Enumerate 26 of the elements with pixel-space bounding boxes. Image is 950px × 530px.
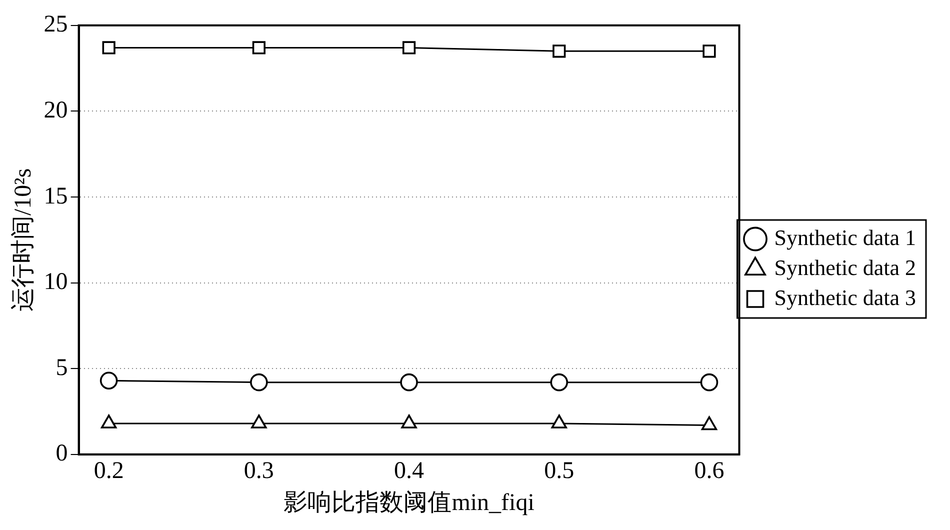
x-axis-title: 影响比指数阈值min_fiqi (284, 490, 535, 516)
legend-label: Synthetic data 2 (774, 254, 916, 280)
x-tick-label: 0.2 (94, 458, 124, 484)
y-tick-label: 15 (44, 183, 68, 210)
legend-label: Synthetic data 3 (774, 284, 916, 310)
point (251, 414, 267, 428)
y-tick-label: 10 (44, 269, 68, 296)
x-tick-label: 0.3 (244, 458, 274, 484)
point (551, 414, 567, 428)
y-axis-title: 运行时间/10²s (10, 168, 37, 312)
y-tick-label: 25 (44, 12, 68, 38)
x-tick-label: 0.6 (694, 458, 724, 484)
point (100, 414, 117, 428)
y-tick-label: 5 (56, 354, 68, 381)
point (102, 41, 116, 54)
x-tick-label: 0.5 (544, 458, 574, 484)
point (701, 416, 718, 430)
y-tick-label: 0 (56, 440, 68, 467)
point (401, 414, 417, 428)
y-tick-label: 20 (44, 97, 68, 124)
x-tick-label: 0.4 (394, 458, 424, 484)
point (252, 41, 266, 54)
point (702, 44, 716, 58)
legend-label: Synthetic data 1 (774, 224, 916, 250)
point (552, 44, 566, 58)
point (402, 41, 416, 54)
